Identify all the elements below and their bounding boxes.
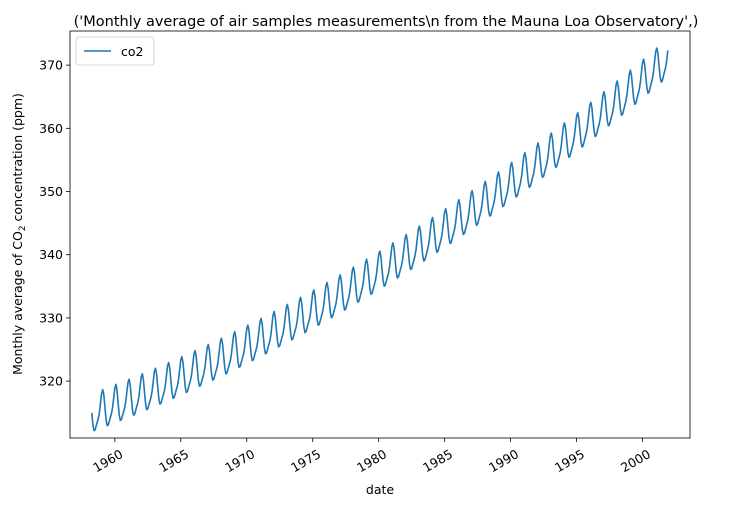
y-axis-ticks: 320 330 340 350 360 370 — [39, 58, 70, 389]
x-axis-label: date — [366, 482, 394, 497]
x-axis-ticks: 1960 1965 1970 1975 1980 1985 1990 1995 2000 — [90, 438, 653, 475]
x-tick-label-1980: 1980 — [354, 446, 389, 475]
legend: co2 — [75, 36, 155, 66]
x-tick-label-1975: 1975 — [288, 446, 323, 475]
x-tick-label-2000: 2000 — [618, 446, 653, 475]
x-tick-label-1970: 1970 — [222, 446, 257, 475]
chart-title: ('Monthly average of air samples measure… — [74, 14, 699, 30]
x-tick-label-1990: 1990 — [486, 446, 521, 475]
x-tick-label-1965: 1965 — [156, 446, 191, 475]
y-axis-label: Monthly average of CO2 concentration (pp… — [10, 93, 28, 375]
plot-area — [69, 30, 691, 439]
y-tick-label-330: 330 — [39, 310, 63, 325]
y-axis-label-prefix: Monthly average of CO — [10, 231, 25, 375]
legend-box — [75, 36, 155, 66]
y-tick-label-320: 320 — [39, 374, 63, 389]
co2-series-line — [91, 47, 669, 432]
y-axis-label-subscript: 2 — [18, 225, 28, 231]
x-tick-label-1960: 1960 — [90, 446, 125, 475]
y-tick-label-350: 350 — [39, 184, 63, 199]
y-axis-label-suffix: concentration (ppm) — [10, 93, 25, 225]
y-tick-label-370: 370 — [39, 58, 63, 73]
legend-co2-label: co2 — [121, 44, 143, 59]
y-tick-label-360: 360 — [39, 121, 63, 136]
y-tick-label-340: 340 — [39, 247, 63, 262]
x-tick-label-1985: 1985 — [420, 446, 455, 475]
x-tick-label-1995: 1995 — [552, 446, 587, 475]
